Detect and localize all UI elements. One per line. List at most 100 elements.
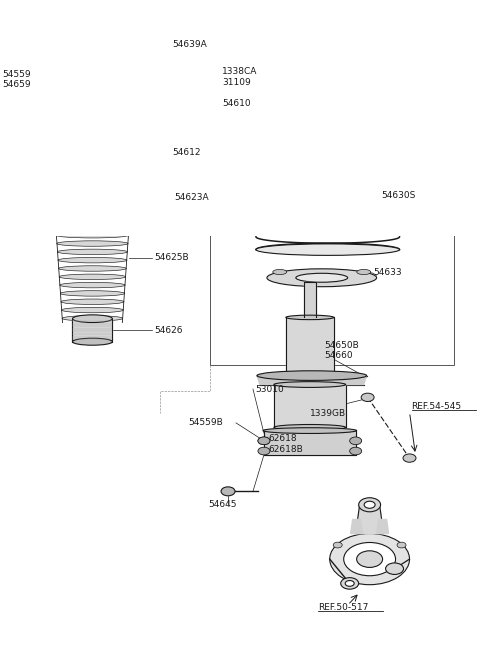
Text: 54630S: 54630S xyxy=(382,191,416,200)
Ellipse shape xyxy=(56,233,129,238)
Ellipse shape xyxy=(57,249,128,254)
Ellipse shape xyxy=(263,428,357,434)
Circle shape xyxy=(117,156,121,159)
Text: REF.54-545: REF.54-545 xyxy=(411,403,462,411)
Circle shape xyxy=(361,393,374,401)
Circle shape xyxy=(345,581,354,586)
Ellipse shape xyxy=(80,88,89,92)
Circle shape xyxy=(84,153,88,156)
Text: 1338CA
31109: 1338CA 31109 xyxy=(222,67,257,87)
Polygon shape xyxy=(72,319,112,342)
Circle shape xyxy=(81,151,85,154)
Text: 54645: 54645 xyxy=(208,499,237,509)
Circle shape xyxy=(403,454,416,463)
Ellipse shape xyxy=(88,194,136,200)
Ellipse shape xyxy=(72,338,112,345)
Polygon shape xyxy=(74,36,150,47)
Ellipse shape xyxy=(59,266,126,271)
Circle shape xyxy=(344,543,396,576)
Text: 54610: 54610 xyxy=(222,99,251,108)
Circle shape xyxy=(104,146,108,148)
Ellipse shape xyxy=(74,44,150,51)
Text: 54633: 54633 xyxy=(373,268,402,277)
Text: 1339GB: 1339GB xyxy=(310,409,346,418)
Ellipse shape xyxy=(62,315,123,321)
Ellipse shape xyxy=(56,215,129,224)
Circle shape xyxy=(258,437,270,445)
Circle shape xyxy=(397,542,406,548)
Ellipse shape xyxy=(257,371,367,380)
Polygon shape xyxy=(356,505,384,533)
Text: 54559
54659: 54559 54659 xyxy=(3,70,31,89)
Ellipse shape xyxy=(286,374,334,378)
Circle shape xyxy=(221,487,235,496)
Ellipse shape xyxy=(61,299,124,304)
Circle shape xyxy=(350,437,361,445)
Ellipse shape xyxy=(296,273,348,283)
Text: 53010: 53010 xyxy=(255,384,284,394)
Circle shape xyxy=(129,147,133,150)
Polygon shape xyxy=(274,384,346,428)
Circle shape xyxy=(117,146,121,148)
Ellipse shape xyxy=(61,307,123,313)
Circle shape xyxy=(137,153,141,156)
Circle shape xyxy=(333,542,342,548)
Text: 54650B
54660: 54650B 54660 xyxy=(325,341,360,360)
Ellipse shape xyxy=(60,283,125,288)
Ellipse shape xyxy=(59,274,126,279)
Ellipse shape xyxy=(273,269,287,275)
Circle shape xyxy=(258,447,270,455)
Text: 54625B: 54625B xyxy=(154,254,189,262)
Circle shape xyxy=(140,151,144,154)
Ellipse shape xyxy=(106,35,119,41)
Circle shape xyxy=(92,155,96,158)
Circle shape xyxy=(357,551,383,568)
Circle shape xyxy=(385,563,404,574)
Circle shape xyxy=(330,533,409,585)
Ellipse shape xyxy=(60,290,124,296)
Polygon shape xyxy=(286,317,334,376)
Ellipse shape xyxy=(256,244,399,256)
Text: 54626: 54626 xyxy=(154,326,183,334)
Ellipse shape xyxy=(56,224,129,230)
Ellipse shape xyxy=(256,141,399,153)
Ellipse shape xyxy=(286,315,334,320)
Ellipse shape xyxy=(144,83,153,87)
Polygon shape xyxy=(264,430,356,455)
Ellipse shape xyxy=(60,83,165,96)
Text: 54559B: 54559B xyxy=(188,419,223,428)
Polygon shape xyxy=(377,520,389,533)
Ellipse shape xyxy=(274,382,346,388)
Text: 62618
62618B: 62618 62618B xyxy=(268,434,303,454)
Ellipse shape xyxy=(89,71,97,76)
Text: 54612: 54612 xyxy=(172,148,201,157)
Text: 54639A: 54639A xyxy=(172,40,207,49)
Polygon shape xyxy=(60,90,164,100)
Text: 54623A: 54623A xyxy=(174,193,209,202)
Ellipse shape xyxy=(274,424,346,430)
Ellipse shape xyxy=(71,73,78,76)
Circle shape xyxy=(92,147,96,150)
Circle shape xyxy=(359,498,381,512)
Circle shape xyxy=(104,156,108,159)
Polygon shape xyxy=(304,283,316,317)
Text: REF.50-517: REF.50-517 xyxy=(318,603,368,612)
Ellipse shape xyxy=(72,315,112,323)
Ellipse shape xyxy=(71,191,154,204)
Circle shape xyxy=(137,148,141,152)
Ellipse shape xyxy=(86,148,138,157)
Circle shape xyxy=(341,578,359,589)
Ellipse shape xyxy=(57,241,128,246)
Circle shape xyxy=(364,501,375,509)
Ellipse shape xyxy=(357,269,371,275)
Ellipse shape xyxy=(63,217,121,223)
Ellipse shape xyxy=(71,144,154,161)
Circle shape xyxy=(350,447,361,455)
Circle shape xyxy=(84,148,88,152)
Polygon shape xyxy=(257,376,367,384)
Ellipse shape xyxy=(109,73,116,76)
Circle shape xyxy=(258,437,270,445)
Ellipse shape xyxy=(267,269,377,286)
Circle shape xyxy=(129,155,133,158)
Ellipse shape xyxy=(98,86,126,93)
